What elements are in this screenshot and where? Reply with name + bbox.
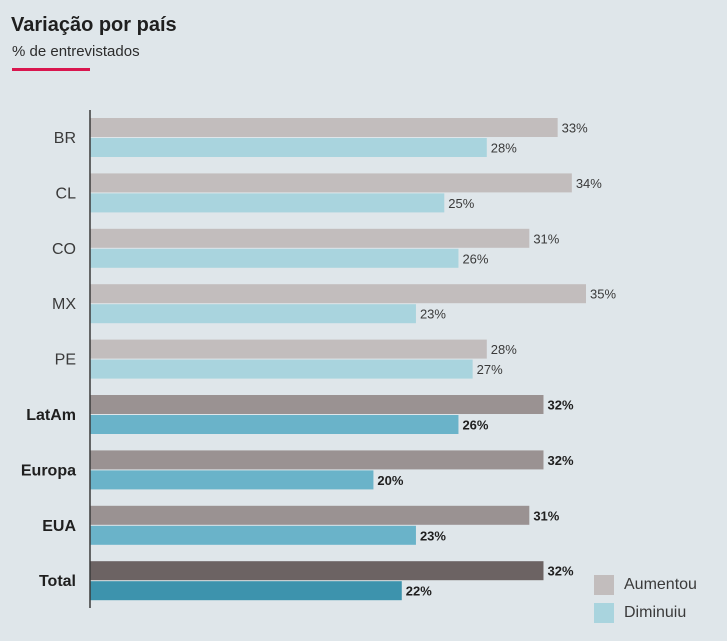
bar-diminuiu-eua: [90, 525, 416, 545]
value-label-diminuiu-latam: 26%: [462, 418, 488, 433]
value-label-aumentou-total: 32%: [547, 564, 573, 579]
value-label-diminuiu-pe: 27%: [477, 362, 503, 377]
legend-label-diminuiu: Diminuiu: [624, 604, 687, 621]
value-label-diminuiu-total: 22%: [406, 584, 432, 599]
category-label-latam: LatAm: [26, 407, 76, 424]
bar-diminuiu-pe: [90, 359, 473, 379]
legend-item-aumentou: Aumentou: [594, 575, 697, 595]
value-label-aumentou-co: 31%: [533, 231, 559, 246]
bar-diminuiu-co: [90, 248, 459, 268]
value-label-aumentou-br: 33%: [562, 121, 588, 136]
category-label-europa: Europa: [21, 462, 76, 479]
value-label-aumentou-pe: 28%: [491, 342, 517, 357]
bar-aumentou-eua: [90, 505, 530, 525]
category-label-br: BR: [54, 130, 76, 147]
value-label-diminuiu-mx: 23%: [420, 307, 446, 322]
value-label-aumentou-europa: 32%: [547, 453, 573, 468]
value-label-aumentou-mx: 35%: [590, 287, 616, 302]
category-label-total: Total: [39, 573, 76, 590]
category-label-pe: PE: [55, 352, 76, 369]
legend-label-aumentou: Aumentou: [624, 576, 697, 593]
title-accent-line: [12, 68, 90, 71]
value-label-diminuiu-co: 26%: [462, 251, 488, 266]
value-label-diminuiu-europa: 20%: [377, 473, 403, 488]
bar-aumentou-pe: [90, 339, 487, 359]
bar-diminuiu-cl: [90, 193, 445, 213]
value-label-diminuiu-cl: 25%: [448, 196, 474, 211]
legend-swatch-aumentou: [594, 575, 614, 595]
bar-aumentou-europa: [90, 450, 544, 470]
bar-aumentou-latam: [90, 395, 544, 414]
bar-aumentou-mx: [90, 284, 586, 304]
value-label-aumentou-eua: 31%: [533, 508, 559, 523]
value-label-diminuiu-eua: 23%: [420, 528, 446, 543]
category-label-co: CO: [52, 241, 76, 258]
category-label-mx: MX: [52, 296, 76, 313]
bar-diminuiu-mx: [90, 304, 416, 324]
bar-diminuiu-br: [90, 138, 487, 157]
legend-item-diminuiu: Diminuiu: [594, 603, 686, 623]
value-label-aumentou-cl: 34%: [576, 176, 602, 191]
chart-title: Variação por país: [11, 14, 177, 36]
category-label-cl: CL: [56, 185, 77, 202]
value-label-diminuiu-br: 28%: [491, 141, 517, 156]
bar-aumentou-cl: [90, 173, 572, 193]
bar-diminuiu-total: [90, 581, 402, 601]
bar-aumentou-br: [90, 118, 558, 137]
value-label-aumentou-latam: 32%: [547, 398, 573, 413]
bar-aumentou-co: [90, 228, 530, 248]
bar-aumentou-total: [90, 561, 544, 581]
category-label-eua: EUA: [42, 518, 76, 535]
legend-swatch-diminuiu: [594, 603, 614, 623]
bar-diminuiu-latam: [90, 415, 459, 434]
chart-subtitle: % de entrevistados: [12, 43, 140, 60]
bar-diminuiu-europa: [90, 470, 374, 490]
